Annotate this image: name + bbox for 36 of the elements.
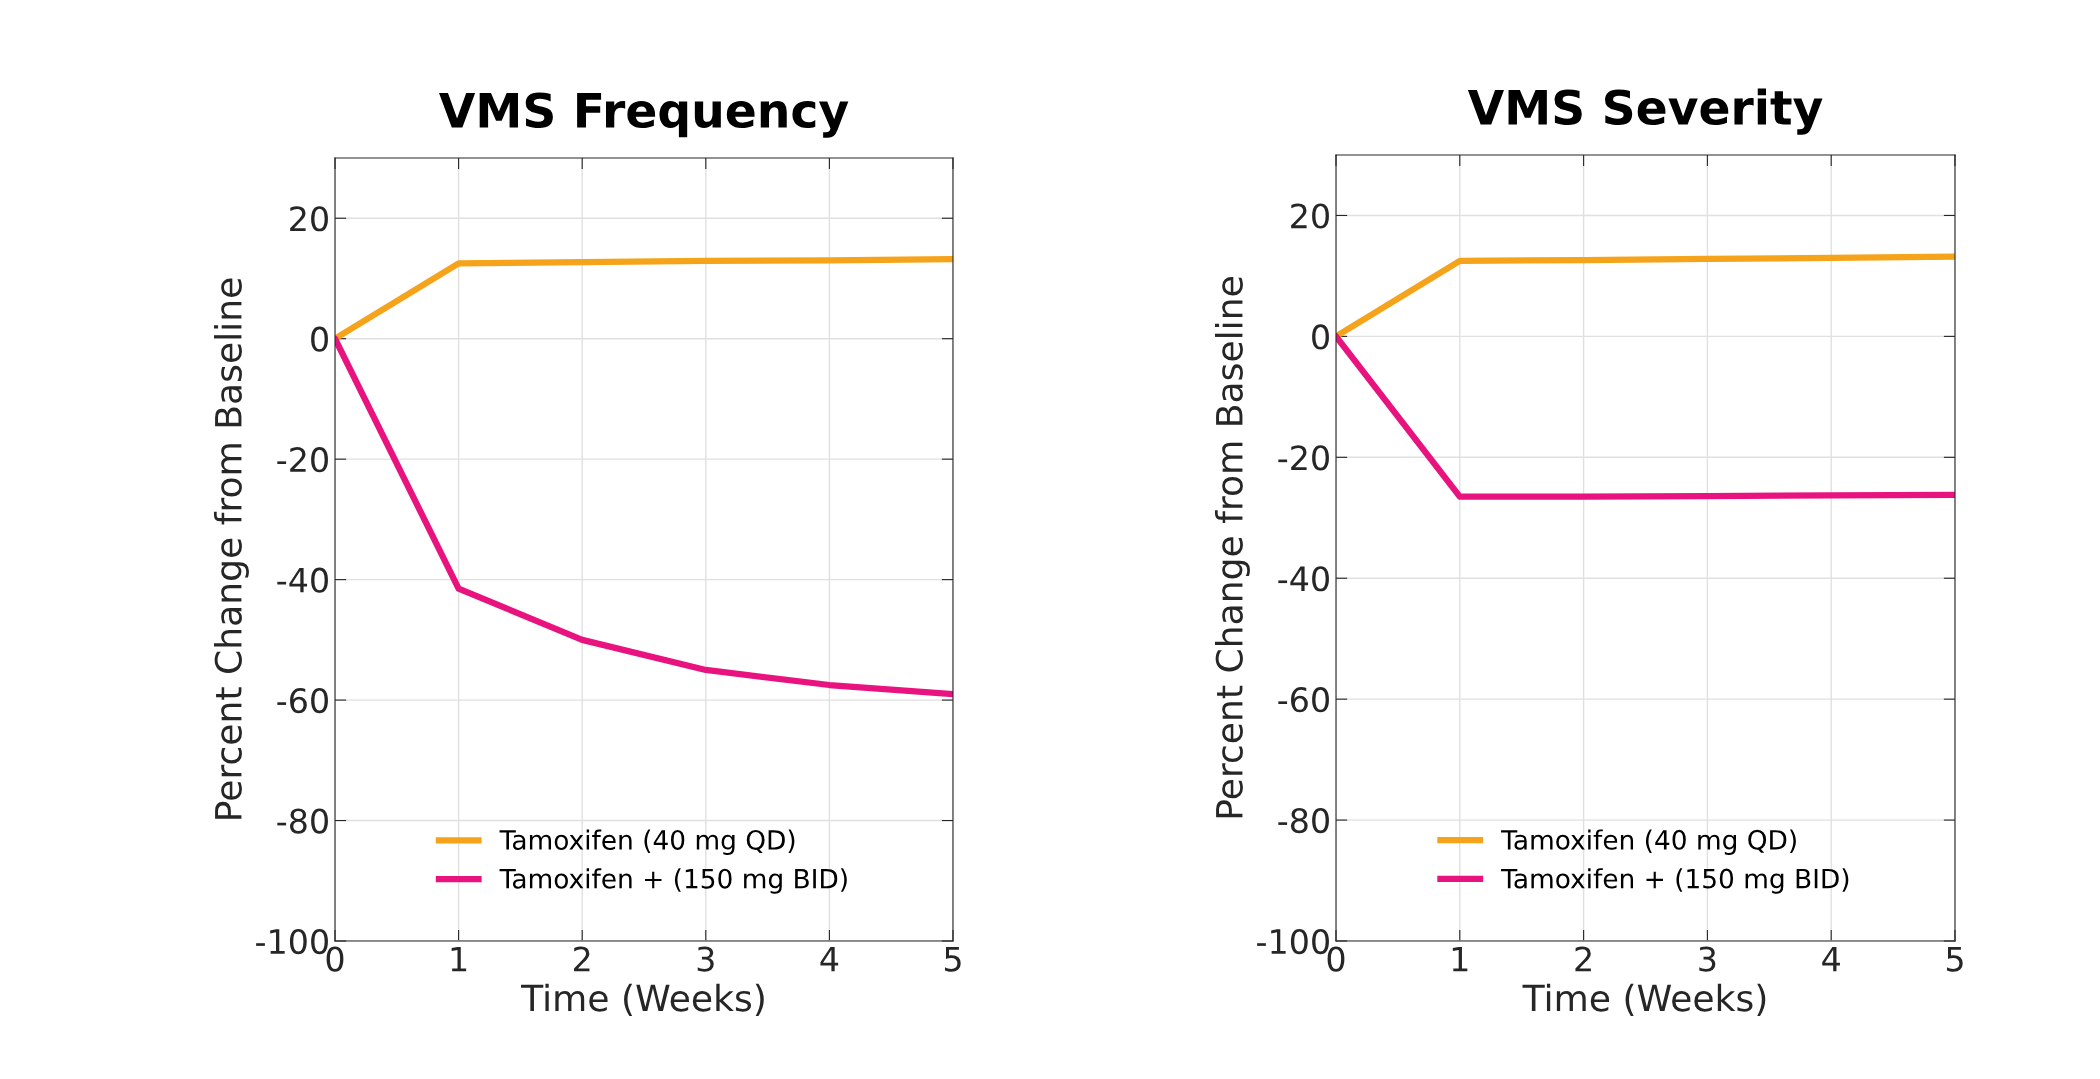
x-tick-label: 5 [1946, 946, 1963, 972]
x-axis-title: Time (Weeks) [1522, 983, 1766, 1016]
x-tick-label: 3 [697, 946, 714, 972]
y-axis-title: Percent Change from Baseline [213, 278, 249, 819]
y-tick-label: 20 [1291, 203, 1329, 229]
y-tick-label: -20 [1278, 445, 1329, 471]
x-tick-label: 0 [326, 946, 344, 972]
y-tick-label: -40 [1278, 566, 1329, 592]
legend-label: Tamoxifen (40 mg QD) [499, 829, 795, 856]
legend-label: Tamoxifen + (150 mg BID) [499, 868, 847, 894]
x-tick-label: 4 [820, 946, 839, 972]
y-tick-label: -20 [277, 447, 328, 473]
y-tick-label: -60 [277, 688, 328, 714]
y-tick-label: -100 [256, 928, 328, 955]
x-tick-label: 3 [1699, 946, 1716, 972]
y-tick-label: 20 [290, 206, 328, 232]
x-tick-label: 2 [1575, 946, 1591, 972]
x-tick-label: 1 [451, 946, 467, 972]
legend-label: Tamoxifen + (150 mg BID) [1501, 868, 1849, 894]
x-axis-title: Time (Weeks) [521, 983, 764, 1016]
x-tick-label: 5 [944, 946, 961, 972]
chart-title: VMS Frequency [439, 92, 849, 138]
x-tick-label: 4 [1822, 946, 1840, 972]
x-tick-label: 2 [574, 946, 590, 972]
y-tick-label: -80 [277, 808, 328, 834]
y-tick-label: -40 [277, 567, 328, 593]
y-tick-label: -60 [1278, 687, 1329, 713]
legend-label: Tamoxifen (40 mg QD) [1501, 829, 1796, 855]
y-tick-label: 0 [1312, 324, 1329, 350]
y-tick-label: 0 [311, 326, 328, 352]
x-tick-label: 1 [1452, 946, 1468, 972]
chart-title: VMS Severity [1467, 88, 1823, 135]
y-tick-label: -80 [1278, 808, 1329, 834]
y-axis-title: Percent Change from Baseline [1214, 277, 1250, 818]
x-tick-label: 0 [1327, 946, 1345, 972]
y-tick-label: -100 [1257, 928, 1329, 955]
